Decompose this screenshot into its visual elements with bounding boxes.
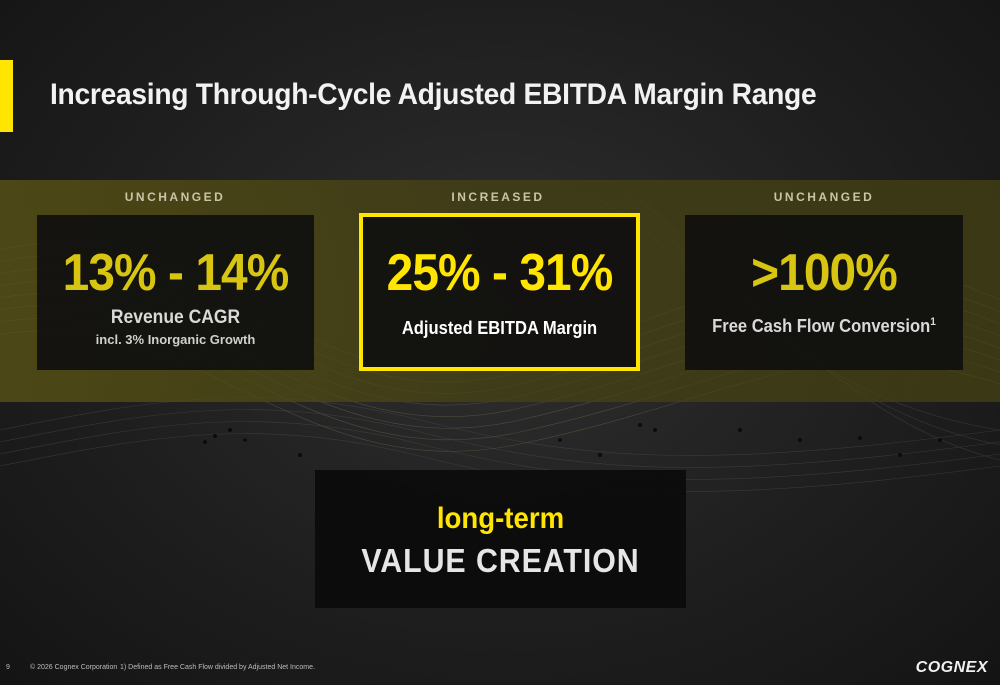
- card-revenue-cagr: 13% - 14% Revenue CAGR incl. 3% Inorgani…: [37, 215, 314, 370]
- card-free-cash-flow: >100% Free Cash Flow Conversion1: [685, 215, 963, 370]
- card-label-fcf: UNCHANGED: [773, 190, 875, 204]
- card-subtitle: incl. 3% Inorganic Growth: [95, 332, 256, 347]
- copyright: © 2026 Cognex Corporation: [30, 664, 118, 671]
- card-title: Revenue CAGR: [110, 307, 241, 328]
- footnote-marker: 1: [930, 316, 936, 328]
- card-value: 25% - 31%: [386, 244, 614, 302]
- value-box-line2: VALUE CREATION: [361, 542, 640, 579]
- card-value: 13% - 14%: [62, 244, 290, 302]
- card-value: >100%: [751, 244, 898, 302]
- page-number: 9: [6, 664, 10, 671]
- card-adjusted-ebitda-margin: 25% - 31% Adjusted EBITDA Margin: [359, 213, 640, 371]
- footnote: 1) Defined as Free Cash Flow divided by …: [120, 664, 315, 671]
- card-label-ebitda: INCREASED: [451, 190, 545, 204]
- card-title: Adjusted EBITDA Margin: [401, 318, 598, 338]
- card-title: Free Cash Flow Conversion1: [696, 316, 952, 337]
- cognex-logo: COGNEX: [915, 659, 988, 676]
- card-label-revenue: UNCHANGED: [124, 190, 226, 204]
- page-title: Increasing Through-Cycle Adjusted EBITDA…: [50, 78, 817, 111]
- card-title-text: Free Cash Flow Conversion: [712, 316, 931, 336]
- value-creation-box: long-term VALUE CREATION: [315, 470, 686, 608]
- value-box-line1: long-term: [436, 502, 565, 535]
- title-accent-bar: [0, 60, 13, 132]
